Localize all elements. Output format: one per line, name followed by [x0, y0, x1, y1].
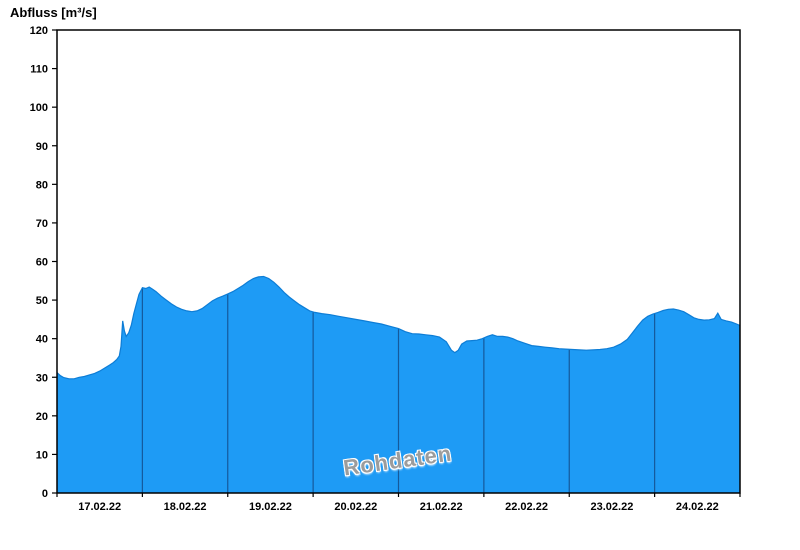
y-axis-tick-label: 60	[36, 257, 48, 269]
y-axis-tick-label: 20	[36, 411, 48, 423]
x-axis-tick-label: 20.02.22	[334, 501, 377, 513]
x-axis-tick-label: 21.02.22	[420, 501, 463, 513]
x-axis-tick-label: 17.02.22	[78, 501, 121, 513]
y-axis-tick-label: 30	[36, 372, 48, 384]
y-axis-tick-label: 50	[36, 295, 48, 307]
x-axis-tick-label: 18.02.22	[164, 501, 207, 513]
y-axis-tick-label: 40	[36, 334, 48, 346]
y-axis-tick-label: 10	[36, 449, 48, 461]
data-line	[56, 275, 741, 380]
y-axis-tick-label: 120	[30, 25, 48, 37]
y-axis-tick-label: 80	[36, 179, 48, 191]
x-axis-tick-label: 19.02.22	[249, 501, 292, 513]
y-axis-tick-label: 70	[36, 218, 48, 230]
y-axis-tick-label: 90	[36, 141, 48, 153]
x-axis-tick-label: 24.02.22	[676, 501, 719, 513]
y-axis-tick-label: 0	[42, 488, 48, 500]
x-axis-tick-label: 22.02.22	[505, 501, 548, 513]
y-axis-tick-label: 110	[30, 64, 48, 76]
x-axis-tick-label: 23.02.22	[591, 501, 634, 513]
chart-title: Abfluss [m³/s]	[10, 5, 97, 20]
y-axis-tick-label: 100	[30, 102, 48, 114]
